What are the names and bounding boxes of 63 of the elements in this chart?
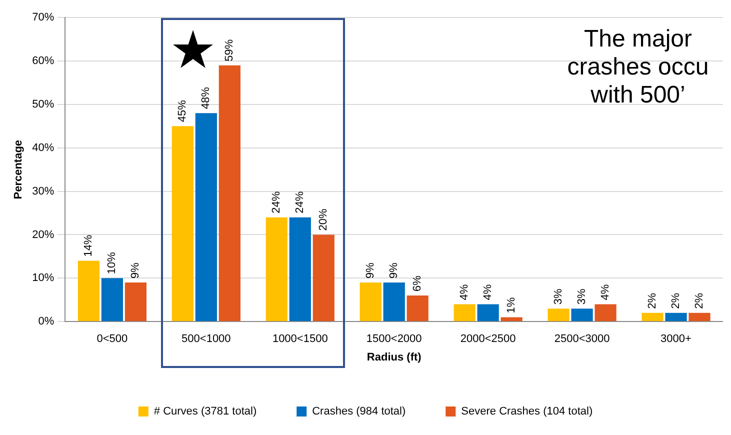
- bar: [124, 282, 146, 322]
- y-tick-label: 60%: [32, 55, 54, 68]
- data-label: 2%: [646, 292, 659, 309]
- y-tick-label: 20%: [32, 228, 54, 241]
- data-label: 20%: [318, 208, 330, 231]
- bar: [594, 304, 616, 322]
- bar: [548, 308, 570, 322]
- legend-label: Severe Crashes (104 total): [461, 406, 593, 418]
- y-tick-label: 0%: [38, 316, 54, 328]
- y-tick-label: 50%: [32, 98, 54, 110]
- bar: [312, 234, 334, 322]
- data-label: 9%: [130, 262, 142, 279]
- bar: [360, 282, 382, 322]
- x-tick-label: 1000<1500: [272, 333, 328, 346]
- data-label: 24%: [270, 191, 283, 214]
- bar: [101, 278, 124, 322]
- bar: [454, 304, 476, 322]
- bar: [688, 312, 710, 322]
- x-tick-label: 2000<2500: [460, 333, 516, 346]
- data-label: 2%: [694, 292, 706, 309]
- bar: [642, 312, 664, 322]
- data-label: 4%: [482, 284, 494, 300]
- bar: [383, 282, 405, 322]
- x-tick-label: 2500<3000: [554, 333, 610, 346]
- y-tick-label: 40%: [32, 142, 54, 154]
- data-label: 59%: [224, 39, 236, 62]
- data-label: 4%: [600, 284, 612, 300]
- data-label: 9%: [388, 262, 400, 279]
- y-axis-title: Percentage: [12, 140, 25, 200]
- bar: [195, 113, 217, 322]
- data-label: 3%: [552, 288, 565, 305]
- legend-label: Crashes (984 total): [312, 406, 406, 418]
- data-label: 4%: [458, 284, 471, 300]
- data-label: 24%: [294, 191, 306, 214]
- bar: [665, 312, 687, 322]
- annotation: The major crashes occu with 500’: [567, 26, 709, 109]
- bar: [172, 126, 194, 322]
- bar: [266, 217, 288, 322]
- x-axis-title: Radius (ft): [366, 351, 422, 364]
- data-label: 1%: [506, 297, 518, 314]
- bar: [500, 317, 522, 322]
- bar: [78, 260, 100, 322]
- bar: [406, 296, 428, 322]
- y-tick-label: 30%: [32, 185, 54, 198]
- x-tick-label: 500<1000: [182, 333, 231, 346]
- data-label: 2%: [670, 292, 682, 309]
- data-label: 9%: [364, 262, 377, 279]
- bar: [571, 308, 593, 322]
- x-tick-label: 3000+: [660, 333, 692, 346]
- data-label: 14%: [82, 234, 95, 257]
- bar: [477, 304, 499, 322]
- x-tick-label: 1500<2000: [366, 333, 422, 346]
- bar: [218, 65, 240, 322]
- bar: [289, 217, 311, 322]
- legend-label: # Curves (3781 total): [154, 406, 257, 418]
- data-label: 3%: [576, 288, 588, 305]
- x-tick-label: 0<500: [96, 333, 128, 346]
- data-label: 48%: [200, 86, 212, 110]
- y-tick-label: 70%: [32, 12, 54, 24]
- data-label: 45%: [176, 100, 189, 122]
- data-label: 6%: [412, 275, 424, 292]
- data-label: 10%: [106, 252, 118, 274]
- y-tick-label: 10%: [32, 272, 54, 284]
